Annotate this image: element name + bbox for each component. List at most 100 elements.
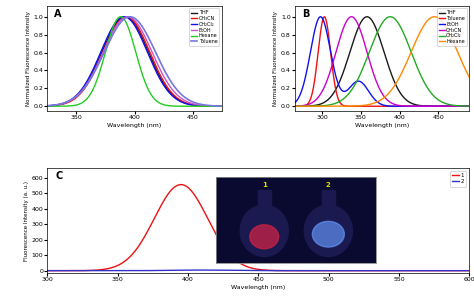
Y-axis label: Normalized Fluorescence Intensity: Normalized Fluorescence Intensity: [273, 11, 278, 106]
THF: [425, 104, 430, 108]
CH₂Cl₂: [387, 15, 393, 19]
CH₃CN: [146, 48, 152, 52]
EtOH: [466, 104, 472, 108]
EtOH: [303, 74, 309, 78]
EtOH: [292, 101, 298, 104]
EtOH: [146, 43, 152, 47]
Line: EtOH: EtOH: [47, 17, 222, 106]
Text: C: C: [56, 171, 63, 182]
CH₃CN: [156, 70, 162, 74]
CH₃CN: [195, 103, 201, 107]
1: [178, 183, 184, 186]
1: [71, 269, 76, 272]
Toluene: [398, 104, 404, 108]
CH₃CN: [393, 103, 399, 107]
Toluene: [146, 36, 152, 40]
Hexane: [398, 73, 403, 76]
Hexane: [403, 62, 409, 66]
Legend: THF, Toluene, EtOH, CH₃CN, CH₂Cl₂, Hexane: THF, Toluene, EtOH, CH₃CN, CH₂Cl₂, Hexan…: [437, 8, 467, 46]
1: [45, 269, 50, 272]
THF: [393, 84, 399, 88]
Line: THF: THF: [47, 17, 222, 106]
CH₂Cl₂: [177, 99, 182, 103]
THF: [364, 15, 370, 19]
Hexane: [118, 15, 124, 19]
CH₂Cl₂: [466, 104, 472, 108]
2: [301, 269, 307, 272]
Line: CH₃CN: CH₃CN: [47, 17, 222, 106]
CH₃CN: [55, 103, 61, 107]
Toluene: [303, 103, 309, 107]
Legend: 1, 2: 1, 2: [450, 171, 466, 187]
Line: 2: 2: [47, 270, 469, 271]
EtOH: [125, 15, 130, 19]
2: [365, 269, 371, 272]
Hexane: [156, 101, 162, 104]
THF: [195, 104, 201, 107]
1: [314, 269, 319, 272]
THF: [156, 73, 162, 76]
Hexane: [45, 104, 50, 108]
Toluene: [55, 103, 61, 106]
Hexane: [195, 104, 201, 108]
2: [199, 268, 205, 272]
Toluene: [156, 57, 162, 61]
EtOH: [55, 103, 61, 106]
Line: Toluene: Toluene: [47, 17, 222, 106]
Y-axis label: Fluorescence Intensity (a. u.): Fluorescence Intensity (a. u.): [24, 181, 29, 261]
CH₂Cl₂: [121, 15, 127, 19]
CH₃CN: [466, 104, 472, 108]
Hexane: [431, 15, 437, 19]
CH₂Cl₂: [146, 54, 152, 57]
CH₂Cl₂: [195, 104, 201, 107]
X-axis label: Wavelength (nm): Wavelength (nm): [108, 123, 162, 128]
Hexane: [292, 104, 298, 108]
Line: Hexane: Hexane: [295, 17, 469, 106]
Hexane: [393, 81, 399, 85]
1: [290, 269, 296, 272]
CH₂Cl₂: [303, 104, 309, 108]
Line: THF: THF: [295, 17, 469, 106]
THF: [303, 104, 309, 108]
CH₂Cl₂: [45, 104, 50, 108]
EtOH: [195, 103, 201, 106]
THF: [442, 104, 448, 108]
CH₃CN: [177, 98, 182, 102]
Toluene: [127, 15, 133, 19]
2: [71, 269, 76, 272]
Toluene: [442, 104, 448, 108]
CH₃CN: [348, 15, 354, 19]
CH₃CN: [398, 104, 404, 107]
Y-axis label: Normalized Fluorescence Intensity: Normalized Fluorescence Intensity: [26, 11, 31, 106]
2: [45, 269, 50, 272]
EtOH: [398, 104, 404, 108]
CH₃CN: [425, 104, 430, 108]
THF: [146, 51, 152, 55]
CH₃CN: [403, 104, 409, 108]
X-axis label: Wavelength (nm): Wavelength (nm): [355, 123, 409, 128]
CH₂Cl₂: [292, 104, 298, 108]
EtOH: [156, 65, 162, 68]
CH₃CN: [151, 59, 156, 62]
Hexane: [177, 104, 182, 108]
EtOH: [318, 15, 323, 19]
Line: Toluene: Toluene: [295, 17, 469, 106]
1: [466, 269, 472, 272]
Hexane: [55, 104, 61, 108]
CH₃CN: [219, 104, 225, 108]
CH₂Cl₂: [393, 19, 399, 22]
EtOH: [151, 53, 156, 57]
CH₂Cl₂: [442, 102, 448, 105]
Toluene: [292, 104, 298, 108]
CH₂Cl₂: [398, 26, 404, 30]
EtOH: [219, 104, 225, 108]
Hexane: [303, 104, 309, 108]
CH₃CN: [45, 104, 50, 108]
Hexane: [466, 75, 472, 79]
EtOH: [177, 95, 182, 99]
CH₃CN: [442, 104, 448, 108]
THF: [403, 98, 409, 102]
Toluene: [403, 104, 409, 108]
2: [314, 269, 319, 272]
THF: [398, 92, 404, 96]
